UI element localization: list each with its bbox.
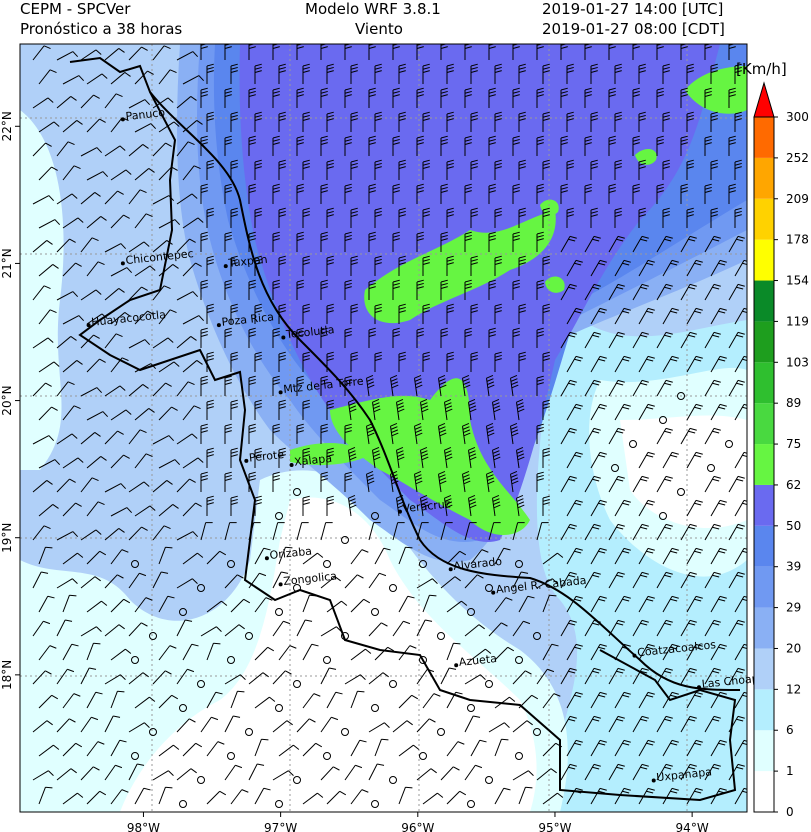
colorbar-label: 154 xyxy=(786,274,809,288)
city-marker xyxy=(244,458,249,463)
header-variable: Viento xyxy=(355,20,403,38)
wind-speed-field xyxy=(20,44,747,812)
colorbar-unit: [Km/h] xyxy=(736,60,787,78)
city-marker xyxy=(696,685,701,690)
lon-tick-label: 94°W xyxy=(676,821,709,832)
city-marker xyxy=(632,653,637,658)
coastline xyxy=(149,91,741,691)
city-marker xyxy=(397,509,402,514)
header-time-utc: 2019-01-27 14:00 [UTC] xyxy=(542,0,724,18)
colorbar-label: 75 xyxy=(786,437,801,451)
colorbar-segment xyxy=(754,566,774,608)
colorbar-label: 103 xyxy=(786,355,809,369)
colorbar-segment xyxy=(754,157,774,199)
header-time-cdt: 2019-01-27 08:00 [CDT] xyxy=(542,20,725,38)
state-border xyxy=(69,56,737,802)
colorbar-frame xyxy=(753,116,775,813)
city-marker xyxy=(491,590,496,595)
colorbar-segment xyxy=(754,771,774,812)
header-model-name: Modelo WRF 3.8.1 xyxy=(305,0,441,18)
city-marker xyxy=(281,335,286,340)
city-label: Tuxpan xyxy=(227,253,268,270)
city-marker xyxy=(264,556,269,561)
graticule xyxy=(20,44,747,812)
colorbar-segment xyxy=(754,525,774,567)
city-marker xyxy=(278,390,283,395)
city-marker xyxy=(289,463,294,468)
colorbar-segment xyxy=(754,280,774,322)
colorbar-label: 39 xyxy=(786,560,801,574)
city-marker xyxy=(120,261,125,266)
lon-tick-label: 96°W xyxy=(401,821,434,832)
colorbar-segment xyxy=(754,403,774,445)
colorbar-extend-arrow xyxy=(753,81,775,118)
colorbar-label: 6 xyxy=(786,723,794,737)
colorbar-label: 89 xyxy=(786,396,801,410)
city-label: Tecolutla xyxy=(284,323,335,341)
lon-tick-label: 98°W xyxy=(127,821,160,832)
colorbar: 0 1 6 12 20 29 39 50 62 75 89 103 119 154 178 209 252 300 xyxy=(753,81,809,819)
lat-tick-label: 21°N xyxy=(0,248,14,278)
colorbar-segment xyxy=(754,198,774,240)
colorbar-segment xyxy=(754,484,774,526)
colorbar-label: 20 xyxy=(786,641,801,655)
colorbar-label: 62 xyxy=(786,478,801,492)
latitude-axis: 18°N 19°N 20°N 21°N 22°N xyxy=(0,111,20,690)
colorbar-label: 252 xyxy=(786,151,809,165)
city-label: Uxpanapa xyxy=(656,765,713,784)
colorbar-label: 1 xyxy=(786,764,794,778)
city-label: Xalapa xyxy=(294,452,333,469)
city-marker xyxy=(278,582,283,587)
colorbar-segment xyxy=(754,321,774,363)
lat-tick-label: 18°N xyxy=(0,660,14,690)
colorbar-segment xyxy=(754,362,774,404)
lon-tick-label: 95°W xyxy=(538,821,571,832)
colorbar-segment xyxy=(754,730,774,772)
colorbar-label: 178 xyxy=(786,233,809,247)
colorbar-label: 50 xyxy=(786,519,801,533)
city-marker xyxy=(216,323,221,328)
city-label: Perote xyxy=(248,448,284,465)
colorbar-label: 29 xyxy=(786,601,801,615)
colorbar-label: 300 xyxy=(786,110,809,124)
city-label: Azueta xyxy=(458,652,497,669)
colorbar-segment xyxy=(754,689,774,731)
city-label: Poza Rica xyxy=(221,310,275,328)
city-marker xyxy=(448,567,453,572)
map-frame xyxy=(19,43,748,813)
city-marker xyxy=(86,323,91,328)
header-forecast-hours: Pronóstico a 38 horas xyxy=(20,20,183,38)
colorbar-label: 0 xyxy=(786,805,794,819)
city-label: Veracruz xyxy=(402,497,451,515)
lat-tick-label: 22°N xyxy=(0,111,14,141)
colorbar-segment xyxy=(754,444,774,485)
longitude-axis: 98°W 97°W 96°W 95°W 94°W xyxy=(127,812,709,832)
city-label: Alvarado xyxy=(453,555,503,573)
colorbar-segment xyxy=(754,239,774,281)
colorbar-label: 12 xyxy=(786,682,801,696)
lon-tick-label: 97°W xyxy=(264,821,297,832)
city-marker xyxy=(223,264,228,269)
colorbar-label: 119 xyxy=(786,314,809,328)
colorbar-segment xyxy=(754,648,774,690)
city-marker xyxy=(651,778,656,783)
city-marker xyxy=(454,663,459,668)
city-label: Orizaba xyxy=(269,545,313,562)
colorbar-label: 209 xyxy=(786,192,809,206)
header-model-org: CEPM - SPCVer xyxy=(20,0,131,18)
lat-tick-label: 19°N xyxy=(0,523,14,553)
lat-tick-label: 20°N xyxy=(0,385,14,415)
city-label: Panuco xyxy=(125,106,166,123)
colorbar-segment xyxy=(754,607,774,649)
city-label: Zongolica xyxy=(283,569,338,588)
city-marker xyxy=(120,117,125,122)
colorbar-segment xyxy=(754,117,774,158)
